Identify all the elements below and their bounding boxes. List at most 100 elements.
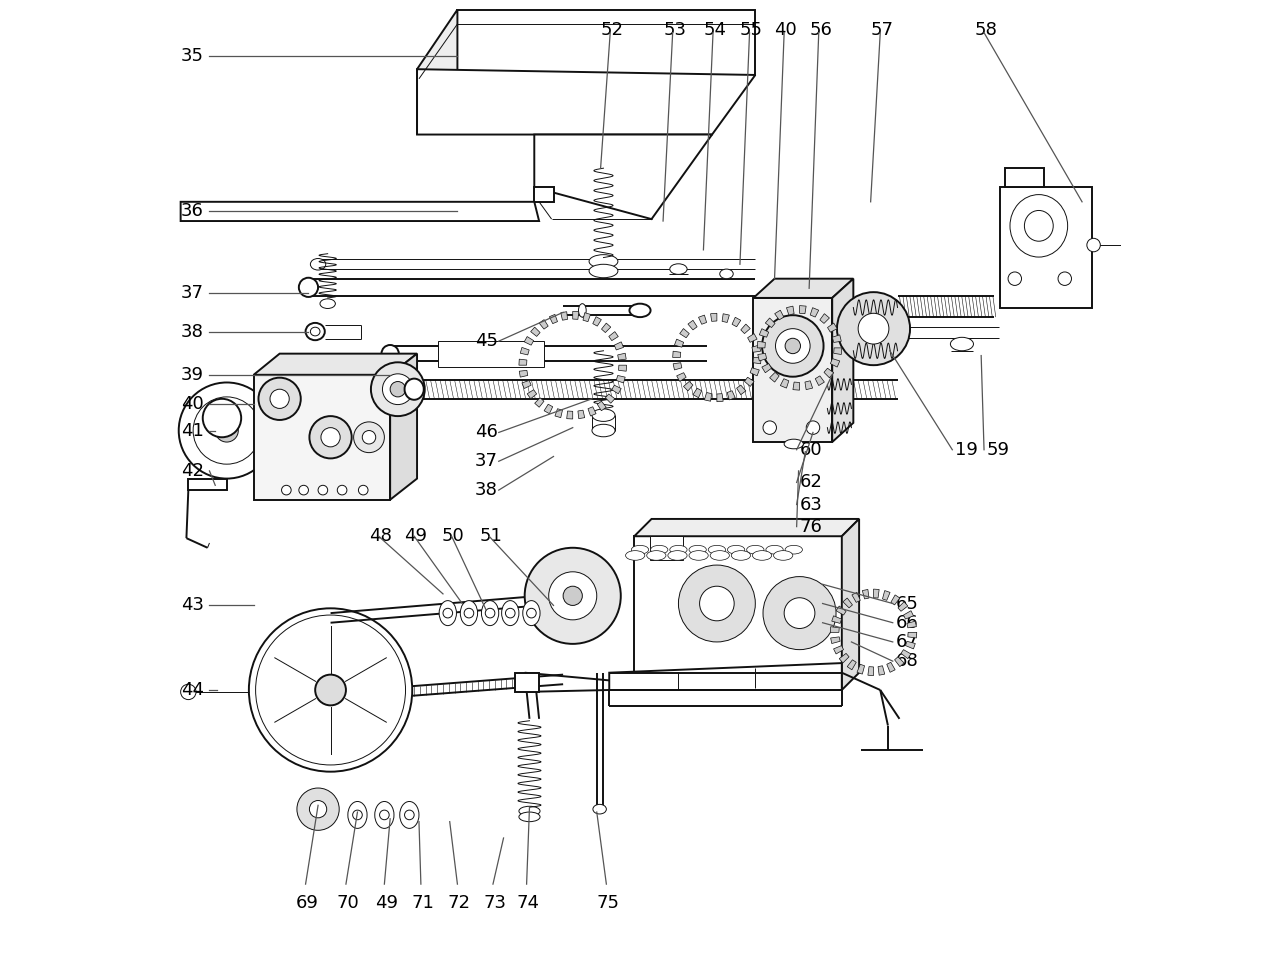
Circle shape [193,397,260,464]
Polygon shape [882,591,890,601]
Polygon shape [827,323,837,333]
Ellipse shape [404,379,424,400]
Polygon shape [593,317,602,326]
Ellipse shape [579,304,586,317]
Ellipse shape [785,545,803,554]
Circle shape [806,421,819,434]
Circle shape [785,598,815,628]
Polygon shape [858,664,864,674]
Ellipse shape [630,304,650,317]
Circle shape [485,608,495,618]
Polygon shape [618,354,626,360]
Ellipse shape [522,601,540,626]
Polygon shape [520,370,527,377]
Text: 40: 40 [774,21,797,39]
Circle shape [762,315,823,377]
Circle shape [353,422,384,453]
Ellipse shape [518,812,540,822]
Circle shape [837,292,910,365]
Circle shape [256,615,406,765]
Polygon shape [831,627,840,632]
Circle shape [315,675,346,705]
Ellipse shape [765,545,783,554]
Ellipse shape [669,263,687,275]
Ellipse shape [631,545,649,554]
Polygon shape [534,135,712,219]
Ellipse shape [689,551,708,560]
Polygon shape [518,359,527,365]
Circle shape [282,485,291,495]
Circle shape [310,416,352,458]
Polygon shape [582,312,590,322]
Text: 39: 39 [180,366,204,383]
Polygon shape [815,376,824,385]
Circle shape [317,485,328,495]
Ellipse shape [731,551,750,560]
Polygon shape [531,327,540,336]
Polygon shape [887,662,895,673]
Polygon shape [417,10,457,135]
Polygon shape [901,650,911,658]
Circle shape [678,565,755,642]
Circle shape [506,608,515,618]
Polygon shape [699,315,707,324]
Ellipse shape [746,545,764,554]
Text: 49: 49 [404,527,428,545]
Polygon shape [805,381,813,389]
Text: 49: 49 [375,894,398,912]
Polygon shape [605,394,614,404]
Polygon shape [792,382,800,390]
Text: 56: 56 [809,21,832,39]
Polygon shape [527,390,536,399]
Ellipse shape [708,545,726,554]
Polygon shape [891,595,900,604]
Ellipse shape [298,278,317,297]
Polygon shape [188,479,227,490]
Polygon shape [535,398,544,407]
Polygon shape [634,519,859,536]
Text: 43: 43 [180,597,204,614]
Polygon shape [572,311,579,319]
Polygon shape [609,663,842,690]
Polygon shape [852,592,860,603]
Polygon shape [781,379,788,388]
Polygon shape [602,323,611,333]
Text: 58: 58 [974,21,997,39]
Polygon shape [765,318,776,328]
Bar [650,536,684,560]
Ellipse shape [306,323,325,340]
Text: 50: 50 [442,527,465,545]
Ellipse shape [689,545,707,554]
Circle shape [353,810,362,820]
Polygon shape [758,341,765,348]
Polygon shape [736,385,746,395]
Polygon shape [753,357,762,364]
Text: 40: 40 [180,395,204,412]
Text: 66: 66 [896,614,918,631]
Polygon shape [710,313,717,321]
Polygon shape [727,391,735,400]
Text: 44: 44 [180,681,204,699]
Polygon shape [844,598,852,608]
Polygon shape [673,351,681,357]
Text: 73: 73 [484,894,507,912]
Polygon shape [561,311,567,320]
Circle shape [298,485,308,495]
Polygon shape [598,402,607,410]
Polygon shape [704,392,712,402]
Text: 67: 67 [896,633,919,651]
Text: 71: 71 [411,894,434,912]
Polygon shape [417,69,755,135]
Circle shape [383,374,413,405]
Ellipse shape [310,327,320,335]
Polygon shape [745,378,754,386]
Circle shape [248,608,412,772]
Ellipse shape [669,545,687,554]
Ellipse shape [310,259,325,270]
Text: 53: 53 [663,21,686,39]
Polygon shape [873,589,879,598]
Polygon shape [741,324,750,333]
Circle shape [202,399,241,437]
Polygon shape [525,336,534,345]
Polygon shape [899,602,908,611]
